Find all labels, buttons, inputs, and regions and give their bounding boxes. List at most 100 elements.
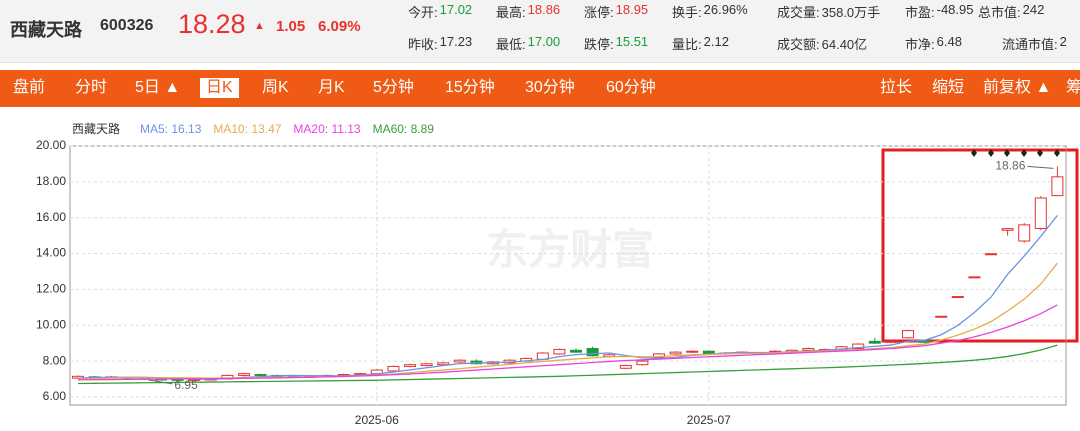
candle-body xyxy=(437,362,450,366)
toolbar-tab[interactable]: 60分钟 xyxy=(606,79,656,96)
toolbar-tab[interactable]: 日K xyxy=(200,78,239,98)
toolbar-button[interactable]: 前复权 ▲ xyxy=(983,79,1052,96)
y-tick-label: 12.00 xyxy=(36,282,66,296)
toolbar-tab[interactable]: 5分钟 xyxy=(373,79,414,96)
quote-value: -48.95 xyxy=(936,2,974,17)
toolbar-button[interactable]: 筹 xyxy=(1066,79,1080,96)
candle-body xyxy=(586,348,599,357)
candle-body xyxy=(1001,228,1014,231)
quote-value: 2 xyxy=(1059,34,1067,49)
candle-body xyxy=(254,374,267,377)
quote-label: 最低: xyxy=(496,37,526,52)
quote-value: 15.51 xyxy=(615,34,649,49)
toolbar-button[interactable]: 缩短 xyxy=(932,79,965,96)
watermark: 东方财富 xyxy=(486,226,654,273)
quote-label: 市盈: xyxy=(905,5,935,20)
candle-body xyxy=(553,348,566,355)
toolbar-tab[interactable]: 周K xyxy=(262,79,289,96)
chart-title: 西藏天路 xyxy=(72,121,120,136)
quote-value: 17.02 xyxy=(439,2,473,17)
quote-label: 换手: xyxy=(672,5,702,20)
event-marker xyxy=(988,149,994,157)
quote-header: 西藏天路 600326 18.28 ▲ 1.05 6.09% 今开: 17.02 最… xyxy=(0,0,1080,63)
toolbar-tab[interactable]: 盘前 xyxy=(13,79,46,96)
event-marker xyxy=(1037,149,1043,157)
toolbar-tab[interactable]: 月K xyxy=(318,79,345,96)
up-arrow: ▲ xyxy=(254,20,265,32)
toolbar: 盘前 分时 5日 ▲ 日K 周K 月K 5分钟 15分钟 30分钟 60分钟 拉长 缩短 前复权 ▲ 筹 xyxy=(0,70,1080,107)
candle-body xyxy=(1034,197,1047,229)
max-label: 18.86 xyxy=(995,159,1025,173)
event-marker xyxy=(971,149,977,157)
quote-value: 358.0万手 xyxy=(821,5,881,20)
quote-value: 17.23 xyxy=(439,34,473,49)
quote-label: 成交额: xyxy=(777,37,820,52)
ma-line xyxy=(77,304,1058,381)
min-label: 6.95 xyxy=(174,378,198,392)
quote-label: 市净: xyxy=(905,37,935,52)
x-tick-label: 2025-07 xyxy=(687,413,731,427)
candle-body xyxy=(570,349,582,353)
max-arrow xyxy=(1027,165,1054,169)
min-arrow xyxy=(148,379,173,385)
quote-value: 26.96% xyxy=(703,2,748,17)
candle-body xyxy=(1018,224,1031,242)
y-tick-label: 14.00 xyxy=(36,246,66,260)
candle-body xyxy=(968,276,981,279)
toolbar-tab[interactable]: 分时 xyxy=(75,79,108,96)
quote-value: 18.86 xyxy=(527,2,561,17)
ma-line xyxy=(77,344,1058,385)
toolbar-button[interactable]: 拉长 xyxy=(880,79,913,96)
quote-label: 总市值: xyxy=(978,5,1021,20)
y-tick-label: 20.00 xyxy=(36,138,66,152)
quote-value: 64.40亿 xyxy=(821,37,868,52)
legend-entry: MA20: 11.13 xyxy=(293,122,360,136)
y-tick-label: 6.00 xyxy=(43,389,67,403)
toolbar-tab[interactable]: 5日 ▲ xyxy=(135,79,181,96)
change-pct: 6.09% xyxy=(318,18,361,35)
quote-label: 涨停: xyxy=(584,5,614,20)
candle-body xyxy=(852,343,865,350)
event-marker xyxy=(1004,149,1010,157)
quote-value: 6.48 xyxy=(936,34,962,49)
quote-label: 最高: xyxy=(496,5,526,20)
candle-body xyxy=(902,330,914,339)
price: 18.28 xyxy=(178,9,246,39)
candle-body xyxy=(1051,176,1064,197)
legend-entry: MA60: 8.89 xyxy=(373,122,435,136)
chart: 东方财富 西藏天路 6.00 8.00 10.00 12.00 14.00 16.00 18… xyxy=(36,121,1079,427)
candle-body xyxy=(453,359,466,363)
event-marker xyxy=(1021,149,1027,157)
legend-entry: MA10: 13.47 xyxy=(213,122,281,136)
y-tick-label: 16.00 xyxy=(36,210,66,224)
stock-code: 600326 xyxy=(100,17,154,34)
candle-body xyxy=(935,315,948,318)
candle-body xyxy=(686,350,699,353)
quote-label: 流通市值: xyxy=(1002,37,1058,52)
candle-body xyxy=(238,373,250,376)
toolbar-tab[interactable]: 15分钟 xyxy=(445,79,495,96)
quote-label: 跌停: xyxy=(584,37,614,52)
y-tick-label: 8.00 xyxy=(43,353,67,367)
event-marker xyxy=(1054,149,1060,157)
quote-value: 18.95 xyxy=(615,2,649,17)
ma-line xyxy=(77,262,1058,380)
y-tick-label: 10.00 xyxy=(36,317,66,331)
change: 1.05 xyxy=(276,18,306,35)
candle-body xyxy=(636,360,649,366)
highlight-box xyxy=(881,148,1079,343)
candle-body xyxy=(802,348,815,351)
quote-value: 2.12 xyxy=(703,34,729,49)
quote-label: 昨收: xyxy=(408,37,438,52)
candle-body xyxy=(951,296,964,299)
y-tick-label: 18.00 xyxy=(36,174,66,188)
candle-body xyxy=(404,364,416,367)
candle-body xyxy=(387,365,400,372)
candle-body xyxy=(420,363,433,367)
quote-value: 17.00 xyxy=(527,34,561,49)
quote-label: 量比: xyxy=(672,37,702,52)
toolbar-tab[interactable]: 30分钟 xyxy=(525,79,575,96)
candle-body xyxy=(619,365,632,369)
quote-label: 今开: xyxy=(408,5,438,20)
